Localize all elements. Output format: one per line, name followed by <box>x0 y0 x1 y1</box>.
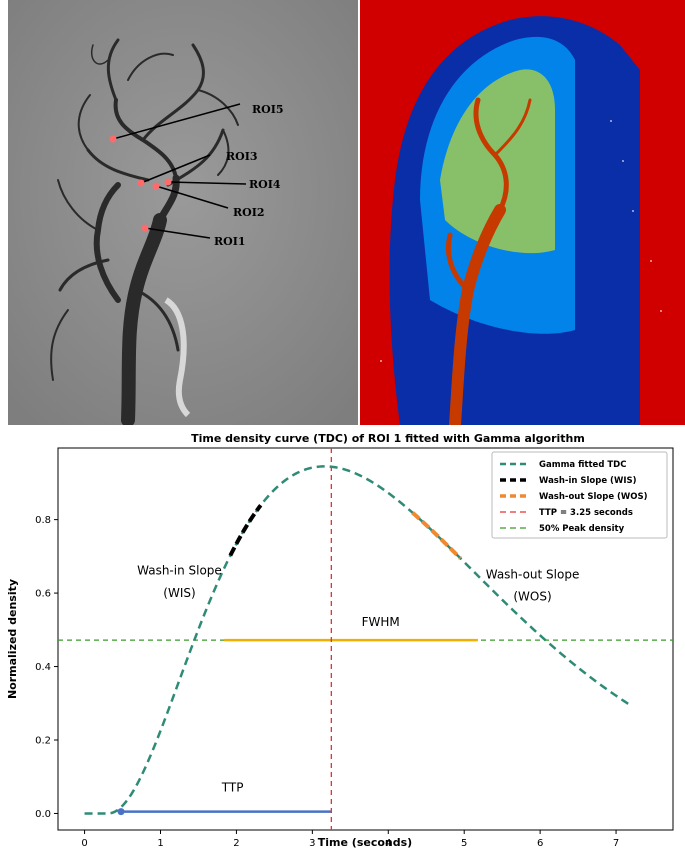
y-axis-label: Normalized density <box>6 579 19 699</box>
x-tick-label: 4 <box>385 838 391 849</box>
guide-lines <box>58 448 673 830</box>
wash-in-slope <box>228 504 263 557</box>
x-tick-label: 0 <box>81 838 87 849</box>
annotation-text: (WIS) <box>163 586 195 600</box>
legend-box <box>491 451 668 539</box>
legend-entry: 50% Peak density <box>539 524 625 534</box>
x-tick-label: 2 <box>233 838 239 849</box>
cerebral-vessels <box>50 38 239 425</box>
roi2-marker <box>152 182 160 190</box>
annotation-text: TTP <box>221 780 244 794</box>
arterial-vessels <box>445 97 532 425</box>
x-tick-label: 5 <box>461 838 467 849</box>
roi-annotations: ROI5 ROI3 ROI4 ROI2 ROI1 <box>109 103 284 248</box>
catheter <box>164 297 191 418</box>
roi5-label: ROI5 <box>252 103 284 116</box>
gamma-fit-curve <box>84 465 632 815</box>
tdc-chart: Time density curve (TDC) of ROI 1 fitted… <box>6 432 674 849</box>
colormap-drawing <box>360 0 685 425</box>
annotation-text: FWHM <box>362 615 400 629</box>
legend-entry: Wash-out Slope (WOS) <box>539 492 648 502</box>
curves <box>84 465 632 816</box>
start-marker <box>117 808 125 816</box>
sinus-vessel <box>575 45 618 425</box>
roi3-label: ROI3 <box>226 150 258 163</box>
legend: Gamma fitted TDC Wash-in Slope (WIS) Wash-… <box>491 451 668 539</box>
y-tick-label: 0.0 <box>35 809 51 820</box>
y-tick-label: 0.6 <box>35 589 51 600</box>
parametric-colormap-image <box>360 0 685 425</box>
y-tick-label: 0.8 <box>35 515 51 526</box>
roi1-marker <box>141 224 149 232</box>
x-tick-label: 6 <box>537 838 543 849</box>
legend-entry: Gamma fitted TDC <box>539 460 626 470</box>
annotations: Wash-in Slope (WIS) Wash-out Slope (WOS) FWH… <box>137 564 579 795</box>
legend-entry: Wash-in Slope (WIS) <box>539 476 637 486</box>
legend-entry: TTP = 3.25 seconds <box>539 508 633 518</box>
annotation-text: Wash-in Slope <box>137 564 222 578</box>
x-tick-label: 1 <box>157 838 163 849</box>
speckle-noise <box>380 120 662 362</box>
roi4-label: ROI4 <box>249 178 281 191</box>
angiography-drawing: ROI5 ROI3 ROI4 ROI2 ROI1 <box>8 0 358 425</box>
annotation-text: Wash-out Slope <box>486 567 580 581</box>
axes: 0 1 2 3 4 5 6 7 0.0 0.2 0.4 0.6 0.8 <box>35 515 619 849</box>
y-tick-label: 0.2 <box>35 736 51 747</box>
x-axis-label: Time (seconds) <box>318 836 412 849</box>
angiography-image: ROI5 ROI3 ROI4 ROI2 ROI1 <box>8 0 358 425</box>
roi2-label: ROI2 <box>233 206 265 219</box>
roi1-label: ROI1 <box>214 235 246 248</box>
roi3-marker <box>137 179 145 187</box>
chart-title: Time density curve (TDC) of ROI 1 fitted… <box>191 432 585 445</box>
y-tick-label: 0.4 <box>35 662 51 673</box>
x-tick-label: 7 <box>613 838 619 849</box>
annotation-text: (WOS) <box>513 589 551 603</box>
roi5-marker <box>109 135 117 143</box>
wash-out-slope <box>411 511 462 560</box>
x-tick-label: 3 <box>309 838 315 849</box>
roi4-marker <box>164 178 172 186</box>
